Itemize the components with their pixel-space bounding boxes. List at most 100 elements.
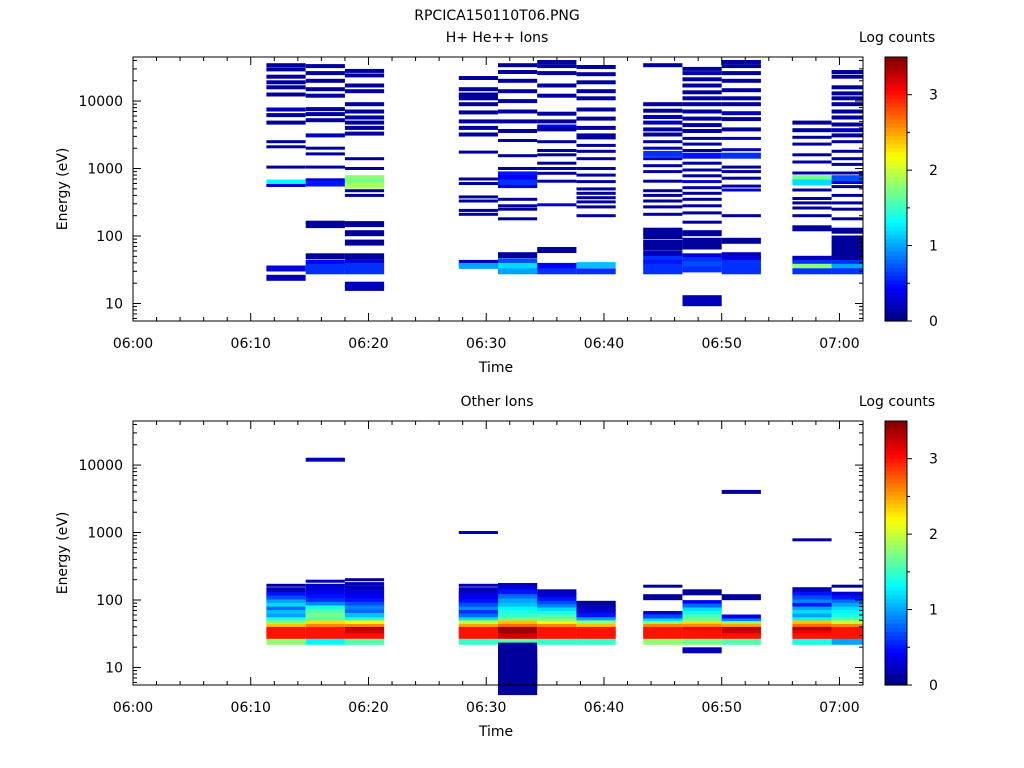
heatmap-cell [831,227,863,234]
heatmap-cell [305,598,345,605]
heatmap-cell [344,178,385,185]
colorbar-segment [885,429,907,434]
heatmap-cell [792,595,832,602]
heatmap-cell [305,165,345,169]
heatmap-cell [682,83,722,88]
heatmap-cell [344,609,385,616]
colorbar-segment [885,106,907,112]
heatmap-cell [266,613,306,620]
heatmap-cell [682,638,722,645]
heatmap-cell [721,638,761,645]
heatmap-cell [344,131,385,136]
colorbar-segment [885,676,907,682]
heatmap-cell [498,626,538,633]
colorbar-segment [885,172,907,178]
colorbar-segment [885,160,907,165]
heatmap-cell [643,140,683,144]
heatmap-cell [576,626,616,633]
heatmap-cell [721,188,761,192]
heatmap-cell [498,78,538,83]
heatmap-cell [537,597,577,603]
colorbar-segment [885,511,907,517]
heatmap-cell [576,89,616,94]
heatmap-cell [721,111,761,116]
heatmap-cell [344,638,385,645]
colorbar-label: Log counts [859,394,935,410]
heatmap-cell [305,609,345,616]
heatmap-cell [831,633,863,640]
heatmap-cell [266,599,306,606]
heatmap-cell [266,274,306,281]
heatmap-cell [792,617,832,624]
heatmap-cell [831,115,863,120]
colorbar-segment [885,590,907,595]
heatmap-cell [344,109,385,114]
heatmap-cell [721,78,761,83]
heatmap-cell [344,253,385,260]
heatmap-cell [831,171,863,175]
heatmap-cell [498,167,538,170]
colorbar-tick-label: 3 [929,452,938,468]
colorbar-segment [885,627,907,632]
colorbar-segment [885,184,907,190]
heatmap-cell [576,96,616,101]
heatmap-cell [682,257,722,264]
heatmap-cell [498,154,538,158]
heatmap-cell [682,123,722,128]
heatmap-cell [537,111,577,116]
heatmap-cell [266,85,306,90]
heatmap-cell [344,620,385,627]
heatmap-cell [266,620,306,627]
heatmap-cell [344,578,385,582]
colorbar-segment [885,205,907,211]
heatmap-cell [682,168,722,172]
heatmap-cell [266,92,306,97]
heatmap-cell [498,119,538,124]
heatmap-cell [831,185,863,189]
heatmap-cell [831,217,863,221]
heatmap-cell [682,152,722,159]
heatmap-cell [305,605,345,612]
heatmap-cell [831,85,863,90]
heatmap-cell [682,96,722,101]
heatmap-cell [576,262,616,269]
heatmap-cell [344,598,385,605]
colorbar-segment [885,57,907,62]
heatmap-cell [344,589,385,596]
heatmap-cell [792,188,832,192]
colorbar-segment [885,164,907,169]
colorbar-segment [885,586,907,591]
heatmap-cell [305,620,345,627]
heatmap-cell [458,132,498,137]
heatmap-cell [682,600,722,607]
heatmap-cell [458,620,498,627]
heatmap-cell [643,115,683,119]
colorbar-segment [885,193,907,198]
colorbar-segment [885,147,907,153]
colorbar-tick-label: 1 [929,239,938,255]
heatmap-cell [305,93,345,98]
heatmap-cell [266,179,306,186]
heatmap-cell [721,165,761,169]
heatmap-cell [537,153,577,157]
y-tick-label: 1000 [87,526,123,542]
heatmap-cell [792,591,832,598]
heatmap-cell [305,594,345,601]
heatmap-cell [305,579,345,583]
heatmap-cell [498,633,538,640]
heatmap-cell [266,610,306,617]
heatmap-cell [831,584,863,588]
heatmap-cell [537,149,577,152]
heatmap-cell [643,170,683,174]
heatmap-cell [498,598,538,605]
colorbar-segment [885,259,907,264]
heatmap-cell [576,617,616,624]
colorbar-segment [885,118,907,124]
heatmap-cell [537,607,577,614]
colorbar-segment [885,515,907,521]
heatmap-cell [266,583,306,587]
heatmap-cell [305,268,345,275]
heatmap-cell [266,67,306,72]
heatmap-cell [721,96,761,101]
heatmap-cell [458,102,498,107]
